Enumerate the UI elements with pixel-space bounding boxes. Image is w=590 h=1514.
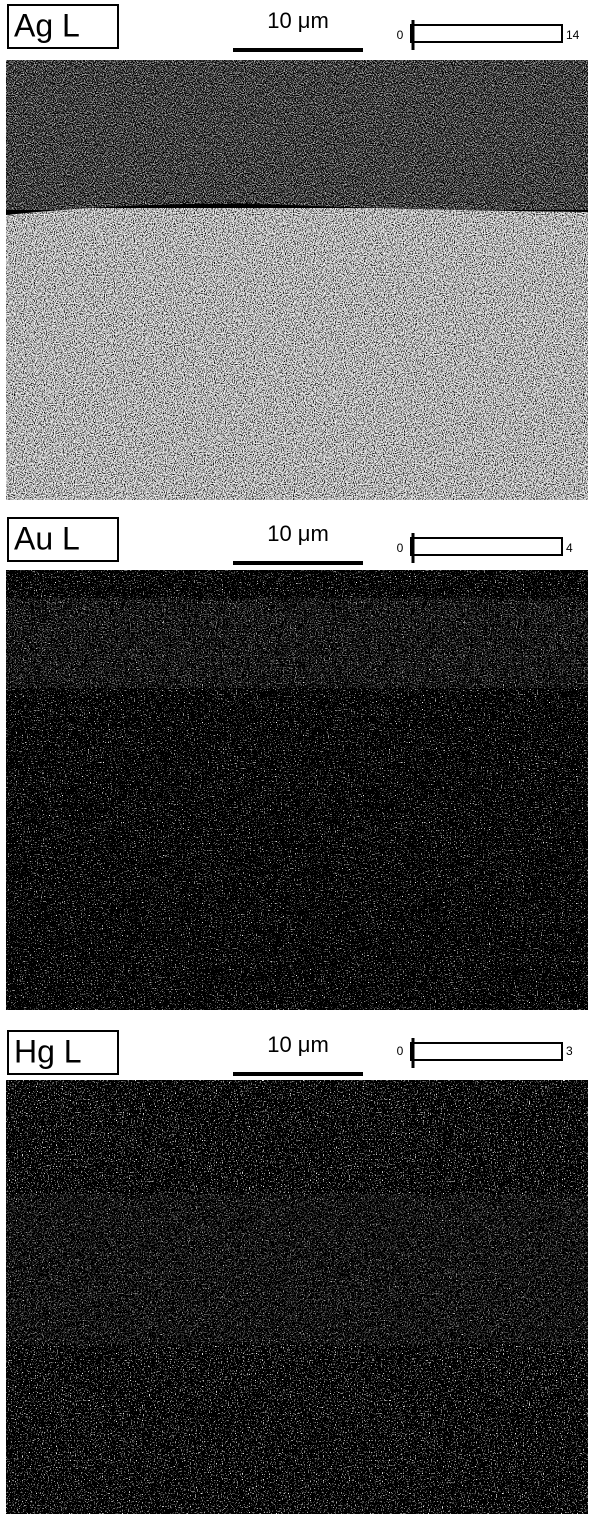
color-scale-min: 0 xyxy=(397,28,404,42)
color-scale-max: 3 xyxy=(566,1044,573,1058)
page: {"panels": [ {"element": "Ag L", "scale_… xyxy=(0,0,590,1514)
scale-bar-label: 10 μm xyxy=(267,521,329,546)
map-noise xyxy=(6,1194,588,1344)
panel: Hg L 10 μm 0 3 xyxy=(6,1031,588,1514)
map-noise xyxy=(6,208,588,500)
figure: Ag L 10 μm 0 14 Au L 10 μm 0 4 Hg L 10 μ… xyxy=(0,0,590,1514)
scale-bar-label: 10 μm xyxy=(267,1032,329,1057)
scale-bar-label: 10 μm xyxy=(267,8,329,33)
map-noise xyxy=(6,60,588,210)
map-noise xyxy=(6,598,588,688)
color-scale-max: 4 xyxy=(566,541,573,555)
panel: Au L 10 μm 0 4 xyxy=(6,518,588,1010)
element-label: Hg L xyxy=(14,1033,82,1069)
color-scale-max: 14 xyxy=(566,28,580,42)
color-scale xyxy=(411,25,562,42)
element-label: Au L xyxy=(14,520,80,556)
color-scale-min: 0 xyxy=(397,1044,404,1058)
element-label: Ag L xyxy=(14,7,80,43)
color-scale xyxy=(411,538,562,555)
color-scale-min: 0 xyxy=(397,541,404,555)
color-scale xyxy=(411,1043,562,1060)
panel: Ag L 10 μm 0 14 xyxy=(6,5,588,500)
